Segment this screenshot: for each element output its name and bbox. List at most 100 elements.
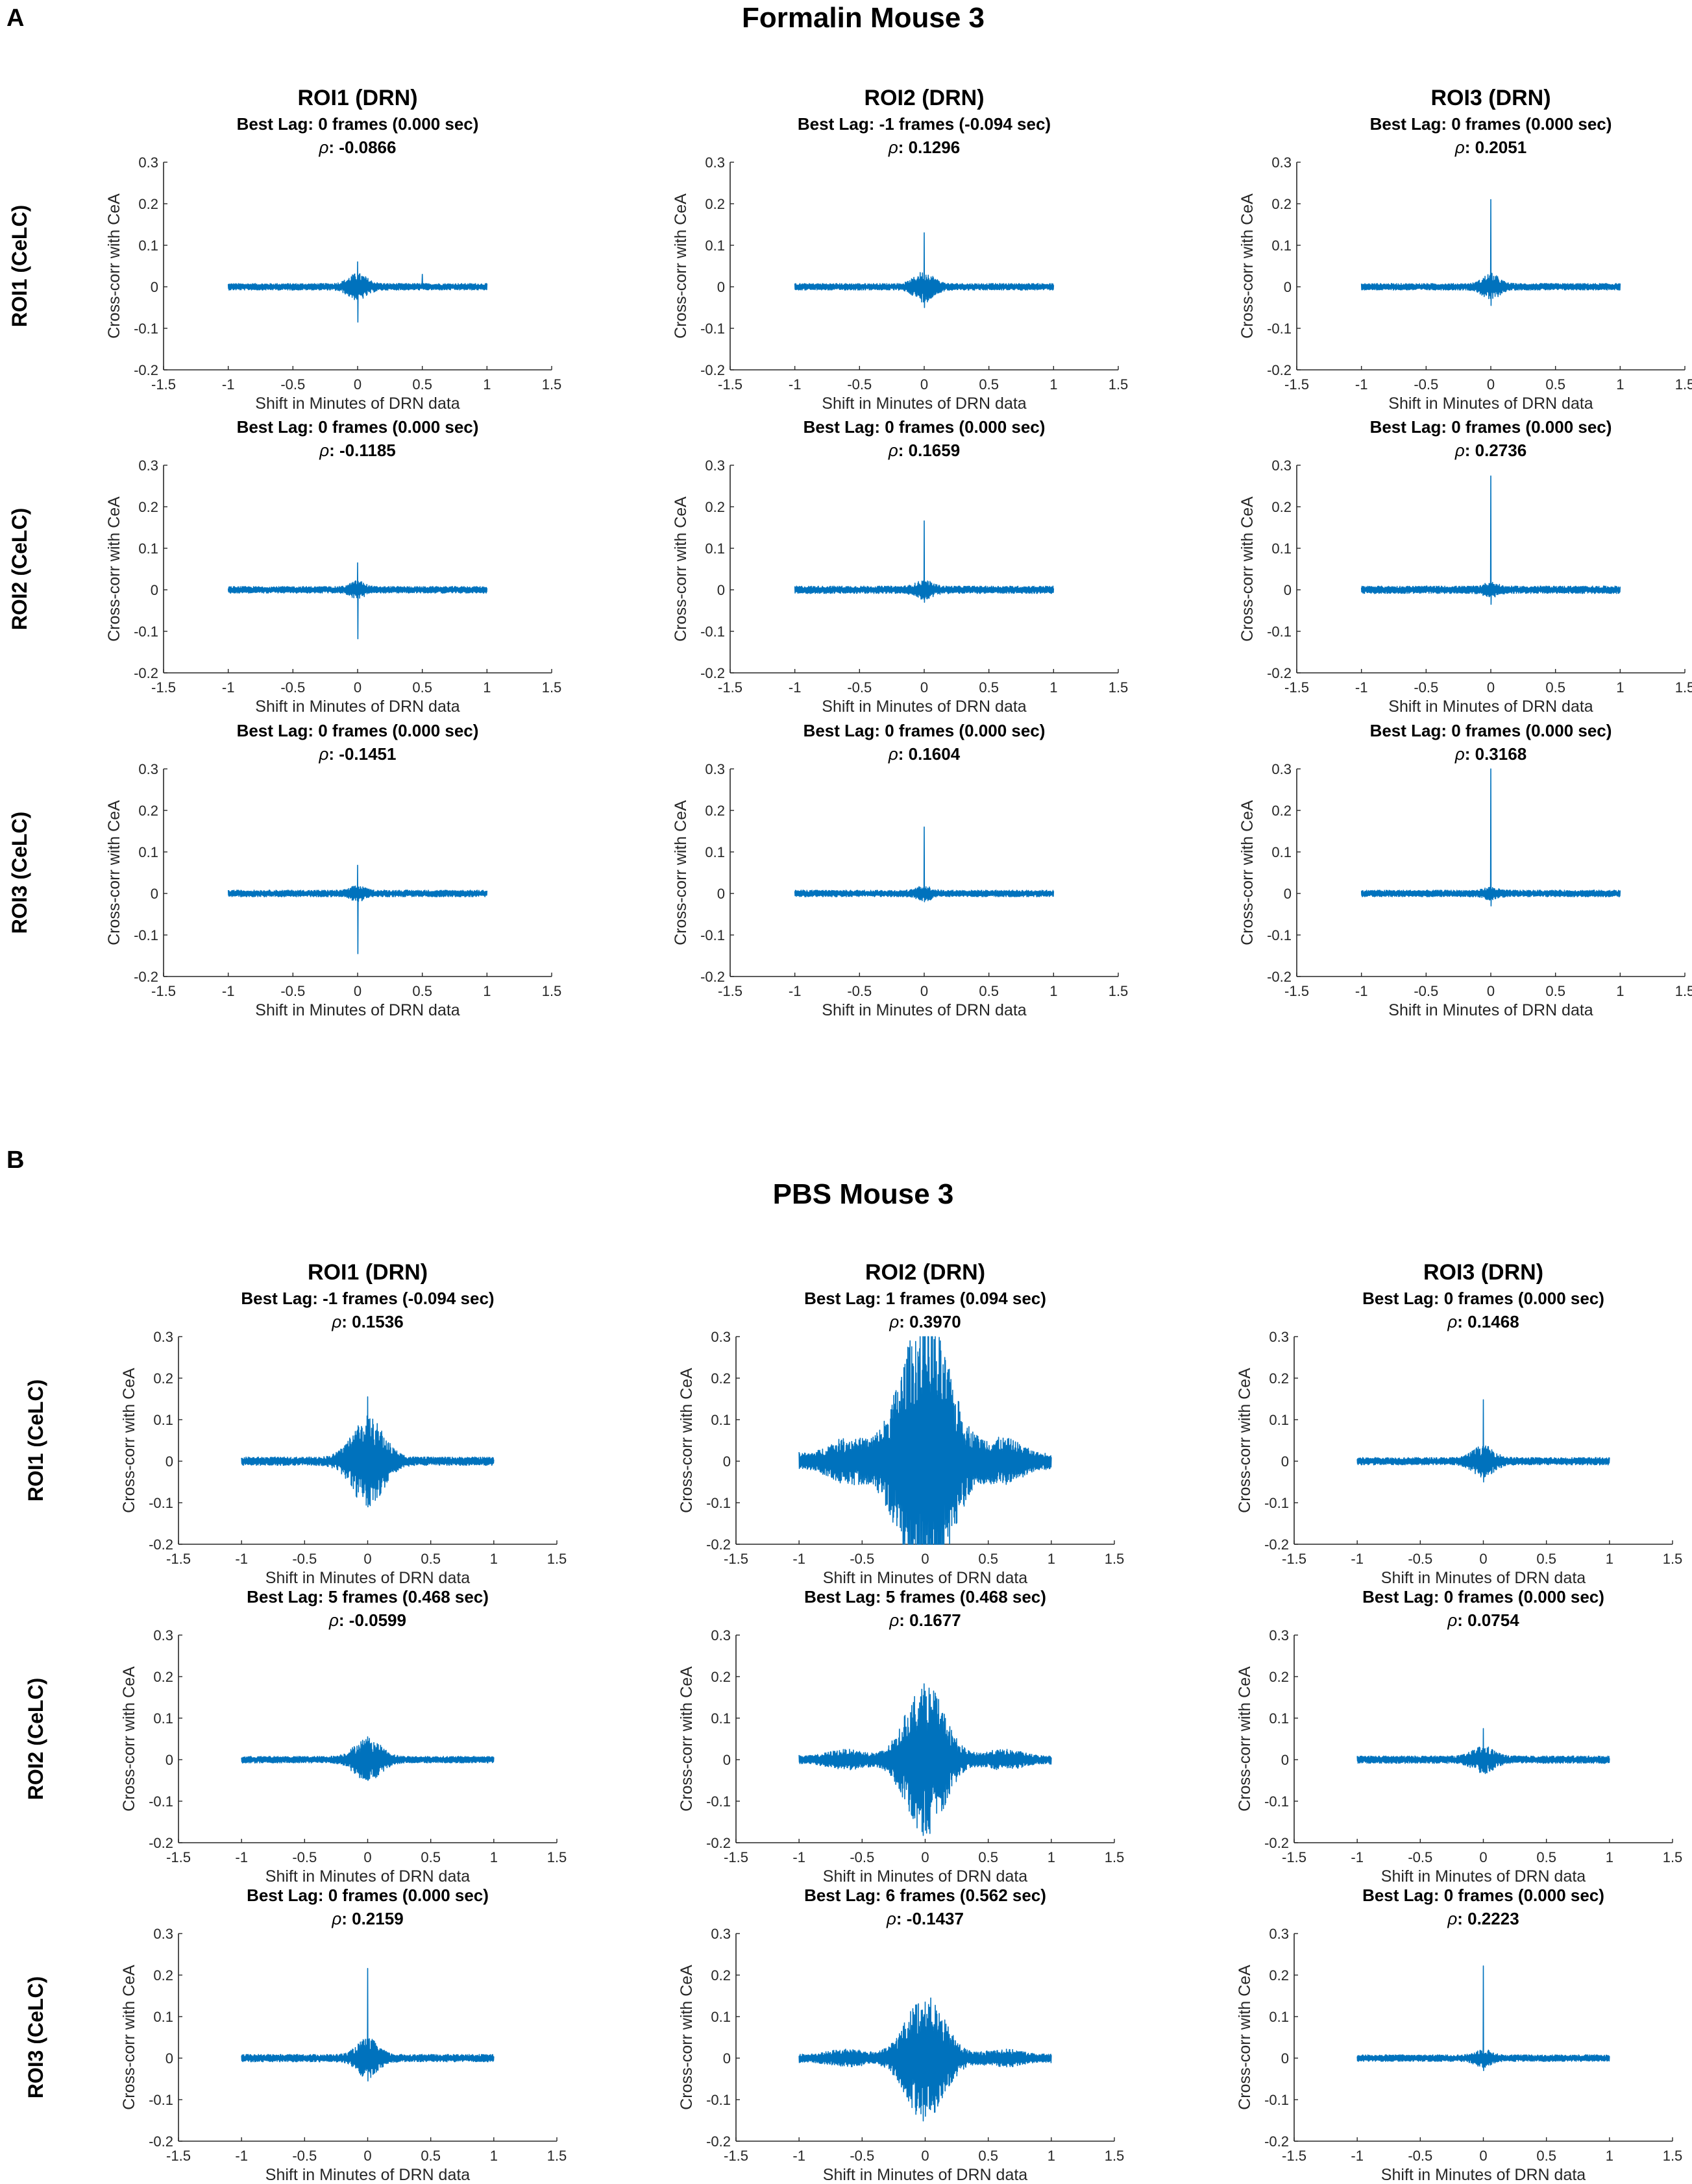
- x-tick-label: 0.5: [421, 1551, 441, 1567]
- rho-colon: :: [899, 1610, 909, 1630]
- rho-value: 0.0754: [1467, 1610, 1519, 1630]
- y-tick-label: -0.2: [1267, 969, 1292, 985]
- rho-value: 0.1468: [1467, 1312, 1519, 1331]
- x-tick-label: 1: [483, 679, 491, 696]
- x-axis-label: Shift in Minutes of DRN data: [1381, 2166, 1586, 2184]
- x-tick-label: 1: [1049, 679, 1057, 696]
- x-tick-label: -0.5: [850, 1551, 874, 1567]
- rho-symbol: ρ: [331, 1909, 341, 1928]
- y-tick-label: 0.1: [1269, 1710, 1289, 1727]
- y-tick-label: 0.3: [138, 154, 158, 171]
- y-tick-label: -0.1: [134, 624, 158, 640]
- y-tick-label: -0.1: [1267, 321, 1292, 337]
- rho-label: ρ: -0.1185: [319, 441, 396, 460]
- y-tick-label: 0.3: [1269, 1627, 1289, 1644]
- subplot-a-r3c2: Best Lag: 0 frames (0.000 sec) ρ: 0.1604 -…: [672, 721, 1128, 1019]
- y-tick-label: 0.1: [1271, 237, 1292, 254]
- y-tick-label: 0.1: [138, 540, 158, 557]
- x-tick-label: 0: [1487, 679, 1495, 696]
- x-tick-label: -1.5: [1282, 2148, 1306, 2164]
- y-tick-label: 0: [723, 1752, 731, 1768]
- rho-symbol: ρ: [889, 1312, 899, 1331]
- y-tick-label: -0.2: [134, 665, 158, 681]
- subplot-a-r2c2: Best Lag: 0 frames (0.000 sec) ρ: 0.1659 -…: [672, 417, 1128, 716]
- y-axis-label: Cross-corr with CeA: [678, 1965, 696, 2110]
- rho-colon: :: [898, 441, 909, 460]
- x-tick-label: 1.5: [547, 1551, 567, 1567]
- y-tick-label: 0.3: [1271, 457, 1292, 474]
- x-tick-label: 1.5: [542, 679, 562, 696]
- x-tick-label: 0.5: [979, 983, 999, 999]
- x-tick-label: 1.5: [1675, 679, 1692, 696]
- y-tick-label: -0.1: [134, 927, 158, 943]
- y-tick-label: -0.1: [134, 321, 158, 337]
- x-tick-label: -1.5: [151, 679, 176, 696]
- x-tick-label: 0.5: [412, 983, 432, 999]
- rho-colon: :: [328, 138, 339, 157]
- x-tick-label: -0.5: [292, 1551, 317, 1567]
- rho-colon: :: [899, 1312, 909, 1331]
- best-lag-label: Best Lag: 0 frames (0.000 sec): [237, 417, 479, 437]
- y-axis-label: Cross-corr with CeA: [105, 496, 123, 642]
- series-line: [798, 1336, 1052, 1545]
- y-tick-label: 0: [717, 582, 725, 598]
- y-tick-label: 0.2: [1269, 1370, 1289, 1387]
- x-axis-label: Shift in Minutes of DRN data: [1388, 698, 1593, 716]
- x-tick-label: 0: [1479, 2148, 1487, 2164]
- x-axis-label: Shift in Minutes of DRN data: [1388, 394, 1593, 413]
- x-tick-label: -1: [792, 2148, 805, 2164]
- y-tick-label: 0.1: [153, 2009, 173, 2025]
- x-tick-label: 0: [1479, 1551, 1487, 1567]
- y-tick-label: -0.1: [1264, 1495, 1289, 1511]
- row-label-a-3: ROI3 (CeLC): [8, 812, 31, 934]
- rho-label: ρ: 0.1296: [888, 138, 960, 157]
- x-tick-label: -1.5: [166, 1551, 191, 1567]
- x-tick-label: 0: [354, 983, 362, 999]
- y-tick-label: 0.1: [711, 2009, 731, 2025]
- series-line: [227, 562, 488, 640]
- x-tick-label: 0.5: [978, 2148, 998, 2164]
- y-tick-label: 0: [1281, 2050, 1289, 2067]
- x-tick-label: 1: [490, 2148, 498, 2164]
- column-label: ROI2 (DRN): [865, 1260, 985, 1285]
- x-tick-label: 1: [1606, 1849, 1613, 1865]
- x-tick-label: -1: [792, 1551, 805, 1567]
- x-tick-label: -1: [789, 983, 802, 999]
- y-tick-label: 0.3: [153, 1329, 173, 1345]
- y-axis-label: Cross-corr with CeA: [672, 496, 690, 642]
- rho-label: ρ: 0.1677: [889, 1610, 961, 1630]
- x-tick-label: -0.5: [1408, 2148, 1432, 2164]
- rho-colon: :: [898, 744, 909, 764]
- x-tick-label: -0.5: [280, 679, 305, 696]
- x-tick-label: 1: [1616, 983, 1624, 999]
- x-tick-label: 1.5: [1663, 1551, 1683, 1567]
- x-tick-label: -0.5: [292, 2148, 317, 2164]
- x-tick-label: -1: [222, 376, 235, 393]
- x-tick-label: 0: [1487, 983, 1495, 999]
- x-tick-label: 1: [483, 983, 491, 999]
- y-tick-label: -0.2: [1267, 362, 1292, 378]
- y-tick-label: 0.2: [1271, 499, 1292, 515]
- series-line: [798, 1683, 1052, 1836]
- y-axis-label: Cross-corr with CeA: [1236, 1368, 1254, 1513]
- y-tick-label: -0.1: [149, 1793, 173, 1810]
- x-tick-label: -1: [789, 376, 802, 393]
- y-tick-label: -0.2: [700, 969, 725, 985]
- rho-label: ρ: 0.2736: [1454, 441, 1526, 460]
- y-tick-label: -0.1: [700, 927, 725, 943]
- x-tick-label: 0: [920, 376, 928, 393]
- y-tick-label: 0: [723, 1453, 731, 1470]
- best-lag-label: Best Lag: 0 frames (0.000 sec): [1362, 1886, 1604, 1905]
- x-tick-label: -1: [1355, 679, 1368, 696]
- series-line: [241, 1736, 495, 1781]
- y-tick-label: 0.3: [153, 1627, 173, 1644]
- y-axis-label: Cross-corr with CeA: [672, 800, 690, 945]
- y-tick-label: -0.1: [1267, 624, 1292, 640]
- x-tick-label: -0.5: [847, 376, 872, 393]
- y-tick-label: -0.1: [1264, 1793, 1289, 1810]
- y-axis-label: Cross-corr with CeA: [678, 1368, 696, 1513]
- y-tick-label: 0.2: [711, 1967, 731, 1984]
- y-tick-label: 0.2: [705, 499, 725, 515]
- rho-label: ρ: 0.1468: [1447, 1312, 1519, 1331]
- y-tick-label: 0.1: [138, 844, 158, 860]
